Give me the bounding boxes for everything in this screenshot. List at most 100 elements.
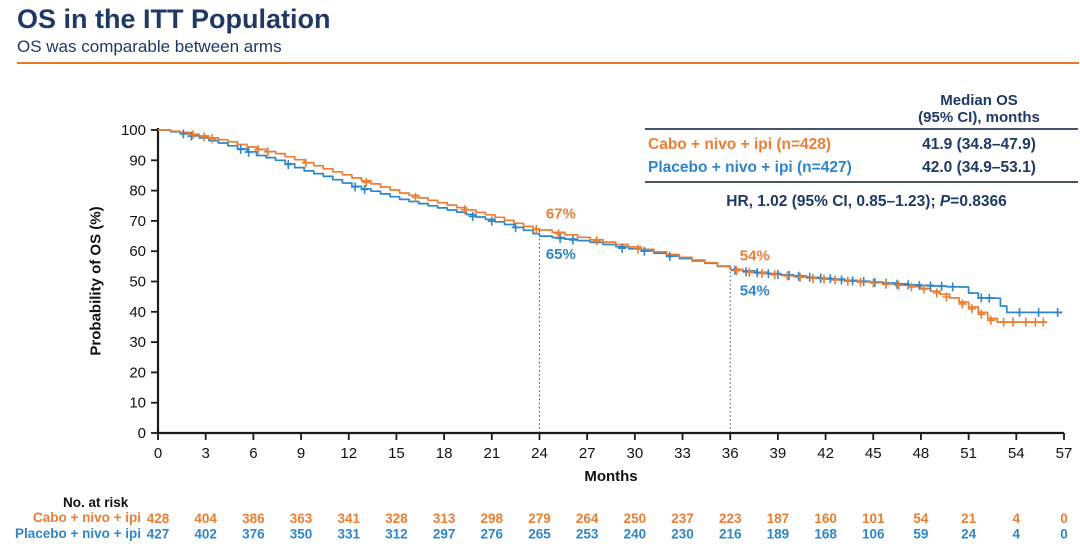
censor-mark [942, 292, 951, 302]
censor-mark [236, 144, 245, 154]
at-risk-value: 59 [913, 527, 928, 542]
median-os-header: Median OS (95% CI), months [880, 92, 1078, 126]
y-tick-label: 30 [129, 334, 146, 351]
censor-mark [1009, 317, 1018, 327]
at-risk-value: 312 [385, 527, 408, 542]
censor-mark [189, 130, 197, 140]
at-risk-value: 237 [671, 511, 694, 526]
y-tick-label: 70 [129, 213, 146, 230]
y-tick-label: 20 [129, 364, 146, 381]
at-risk-value: 187 [767, 511, 790, 526]
censor-mark [843, 276, 852, 286]
censor-mark [1031, 317, 1040, 327]
at-risk-value: 4 [1013, 511, 1021, 526]
censor-mark [187, 131, 196, 141]
censor-mark [882, 279, 890, 289]
y-tick-label: 90 [129, 152, 146, 169]
censor-mark [1015, 307, 1024, 317]
page-title: OS in the ITT Population [17, 4, 331, 34]
at-risk-value: 376 [242, 527, 265, 542]
censor-mark [967, 304, 976, 314]
censor-mark [732, 266, 741, 276]
censor-mark [831, 275, 840, 285]
censor-mark [808, 274, 817, 283]
y-tick-label: 0 [138, 425, 146, 442]
survival-annotation: 54% [740, 248, 770, 265]
y-tick-label: 50 [129, 274, 146, 291]
censor-mark [532, 224, 541, 234]
median-os-header-line2: (95% CI), months [918, 109, 1040, 126]
at-risk-value: 189 [767, 527, 790, 542]
at-risk-value: 4 [1013, 527, 1021, 542]
at-risk-value: 297 [433, 527, 456, 542]
censor-mark [948, 282, 957, 292]
at-risk-value: 328 [385, 511, 408, 526]
at-risk-value: 0 [1060, 511, 1068, 526]
at-risk-value: 386 [242, 511, 265, 526]
at-risk-value: 230 [671, 527, 694, 542]
censor-mark [977, 309, 986, 319]
y-tick-label: 10 [129, 395, 146, 412]
censor-mark [794, 271, 803, 281]
y-tick-label: 40 [129, 304, 146, 321]
hr-p-value: =0.8366 [950, 193, 1007, 210]
censor-mark [869, 278, 878, 288]
censor-mark [758, 269, 766, 279]
at-risk-value: 0 [1060, 527, 1068, 542]
at-risk-value: 341 [337, 511, 360, 526]
censor-mark [893, 279, 902, 289]
x-tick-label: 33 [674, 445, 691, 462]
censor-mark [568, 235, 577, 245]
x-tick-label: 21 [483, 445, 500, 462]
at-risk-value: 250 [624, 511, 647, 526]
censor-mark [915, 280, 924, 290]
censor-mark [592, 236, 601, 246]
x-tick-label: 54 [1008, 445, 1025, 462]
at-risk-value: 168 [814, 527, 837, 542]
at-risk-label-cabo: Cabo + nivo + ipi [32, 510, 141, 525]
censor-mark [301, 158, 310, 168]
censor-mark [487, 216, 496, 226]
x-tick-label: 36 [722, 445, 739, 462]
at-risk-value: 265 [528, 527, 551, 542]
x-tick-label: 15 [388, 445, 405, 462]
censor-mark [1021, 317, 1030, 327]
censor-mark [556, 234, 565, 243]
x-tick-label: 42 [817, 445, 834, 462]
x-tick-label: 39 [770, 445, 787, 462]
hr-prefix: HR, 1.02 (95% CI, 0.85–1.23); [726, 193, 940, 210]
x-tick-label: 0 [154, 445, 162, 462]
x-tick-label: 27 [579, 445, 596, 462]
censor-mark [208, 134, 216, 144]
censor-mark [511, 223, 520, 233]
censor-mark [284, 160, 293, 169]
at-risk-value: 253 [576, 527, 599, 542]
censor-mark [1039, 317, 1048, 327]
x-tick-label: 51 [960, 445, 977, 462]
x-tick-label: 24 [531, 445, 548, 462]
at-risk-label-placebo: Placebo + nivo + ipi [14, 526, 141, 541]
censor-mark [244, 147, 253, 157]
at-risk-value: 240 [624, 527, 647, 542]
survival-annotation: 54% [740, 283, 770, 300]
at-risk-value: 54 [913, 511, 929, 526]
censor-mark [926, 281, 935, 291]
censor-mark [753, 268, 762, 278]
legend-label-placebo: Placebo + nivo + ipi (n=427) [648, 159, 852, 176]
censor-mark [1053, 307, 1062, 317]
censor-mark [618, 243, 627, 253]
censor-mark [263, 147, 272, 157]
censor-mark [362, 177, 371, 187]
at-risk-value: 428 [147, 511, 170, 526]
censor-mark [411, 192, 420, 202]
censor-mark [937, 281, 946, 291]
at-risk-value: 298 [481, 511, 504, 526]
at-risk-value: 264 [576, 511, 599, 526]
page-subtitle: OS was comparable between arms [17, 37, 282, 56]
y-tick-label: 80 [129, 183, 146, 200]
at-risk-value: 279 [528, 511, 551, 526]
censor-mark [460, 205, 469, 215]
legend-rule-top [645, 128, 1078, 130]
hr-p-symbol: P [939, 193, 951, 210]
